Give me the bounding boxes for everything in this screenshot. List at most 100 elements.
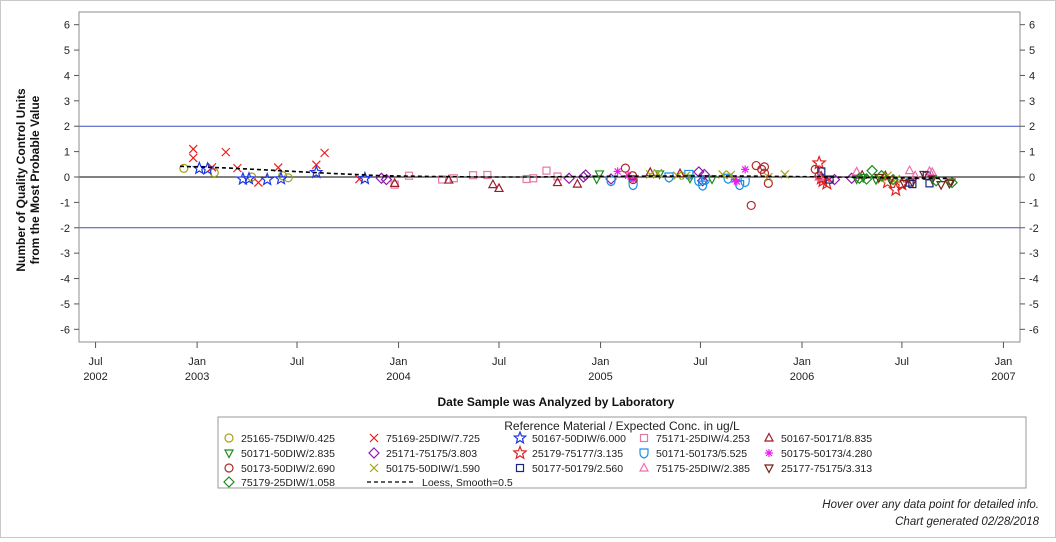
legend-swatch (224, 433, 234, 443)
legend-swatch (765, 449, 773, 457)
y-tick-label-right: 5 (1029, 45, 1035, 57)
data-point (860, 173, 873, 185)
x-tick-label: Jul (492, 356, 506, 368)
data-point (241, 171, 257, 185)
data-point (751, 160, 761, 171)
data-point (577, 171, 590, 183)
data-point (828, 173, 841, 186)
data-point (188, 153, 198, 163)
data-point (817, 167, 826, 176)
y-tick-label-left: -3 (60, 248, 70, 260)
legend-label: 50167-50DIW/6.000 (532, 433, 626, 445)
data-point (357, 170, 373, 185)
y-tick-label-left: 6 (64, 20, 70, 32)
data-point (620, 163, 630, 173)
data-point (696, 174, 709, 187)
legend-label: 25171-75175/3.803 (386, 448, 477, 460)
x-tick-label: Jul (290, 356, 304, 368)
legend-swatch (639, 462, 649, 472)
legend-swatch (515, 463, 525, 473)
legend-swatch (368, 447, 380, 459)
legend-label: 50173-50DIW/2.690 (241, 463, 335, 475)
data-point (927, 175, 938, 185)
legend-label: 75175-25DIW/2.385 (656, 463, 750, 475)
data-point (851, 166, 862, 176)
data-point (253, 178, 263, 188)
legend-swatch (369, 463, 379, 473)
hover-note: Hover over any data point for detailed i… (822, 499, 1039, 511)
data-point (309, 164, 324, 179)
data-point (273, 171, 289, 185)
data-point (613, 167, 622, 176)
legend-swatch (639, 448, 649, 459)
x-tick-label: Jan (995, 356, 1013, 368)
data-point (866, 164, 878, 177)
legend-swatch (512, 430, 528, 445)
data-point (746, 200, 756, 211)
data-point (759, 162, 770, 172)
y-axis-title-line2: from the Most Probable Value (28, 95, 42, 264)
legend-label: Loess, Smooth=0.5 (422, 477, 513, 489)
data-point (483, 170, 492, 180)
y-tick-label-right: -5 (1029, 299, 1039, 311)
data-point (907, 178, 918, 188)
y-tick-label-left: -4 (60, 274, 70, 286)
plot-area (79, 125, 1020, 229)
y-tick-label-left: -6 (60, 324, 70, 336)
data-point (664, 172, 674, 183)
data-point (819, 175, 835, 190)
data-point (763, 178, 773, 188)
legend-label: 75179-25DIW/1.058 (241, 477, 335, 489)
data-point (700, 174, 711, 186)
x-tick-label: Jul (895, 356, 909, 368)
x-tick-label: Jan (592, 356, 610, 368)
y-tick-label-right: 1 (1029, 147, 1035, 159)
data-point (645, 170, 655, 179)
data-point (825, 175, 834, 184)
legend-swatch (223, 476, 235, 488)
data-point (179, 163, 189, 173)
x-tick-label: Jan (793, 356, 811, 368)
data-point (283, 173, 293, 183)
y-tick-label-left: 2 (64, 121, 70, 133)
legend-box (217, 416, 1027, 489)
generated-date-note: Chart generated 02/28/2018 (895, 516, 1039, 528)
legend-title: Reference Material / Expected Conc. in u… (504, 419, 740, 433)
y-tick-label-left: 4 (64, 70, 70, 82)
legend-swatch (764, 432, 774, 442)
legend-label: 50171-50DIW/2.835 (241, 448, 335, 460)
data-point (606, 176, 616, 187)
y-tick-label-left: 1 (64, 147, 70, 159)
y-tick-label-left: 3 (64, 96, 70, 108)
legend-label: 50167-50171/8.835 (781, 433, 872, 445)
x-tick-label: Jul (89, 356, 103, 368)
data-point (918, 170, 929, 181)
data-point (468, 171, 478, 180)
data-point (529, 174, 538, 183)
data-point (653, 168, 663, 178)
legend-label: 50175-50DIW/1.590 (386, 463, 480, 475)
data-point (936, 181, 947, 191)
data-point (542, 166, 551, 175)
data-point (946, 176, 958, 189)
data-point (572, 178, 583, 188)
legend-label: 25177-75175/3.313 (781, 463, 872, 475)
y-tick-label-left: -2 (60, 223, 70, 235)
data-point (443, 174, 454, 184)
legend-swatch (512, 444, 528, 460)
y-tick-label-right: -6 (1029, 324, 1039, 336)
data-point (904, 164, 915, 175)
data-point (741, 165, 750, 174)
y-tick-label-right: 6 (1029, 20, 1035, 32)
legend-label: 25179-75177/3.135 (532, 448, 623, 460)
y-tick-label-left: -5 (60, 299, 70, 311)
legend-swatch (639, 433, 649, 443)
data-point (924, 165, 935, 176)
data-point (389, 177, 400, 187)
y-tick-label-right: 3 (1029, 96, 1035, 108)
data-point (888, 181, 904, 197)
data-point (899, 179, 910, 190)
data-point (726, 170, 736, 180)
